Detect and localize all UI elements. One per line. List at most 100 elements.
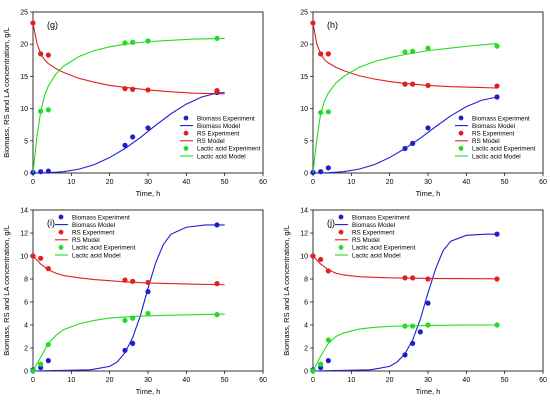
- legend-marker: [338, 229, 344, 235]
- y-tick-label: 14: [300, 208, 308, 215]
- data-point: [402, 49, 408, 55]
- y-tick-label: 0: [24, 369, 28, 376]
- y-tick-label: 25: [20, 10, 28, 17]
- x-tick-label: 50: [501, 377, 509, 384]
- legend-marker: [58, 214, 64, 220]
- data-point: [214, 87, 220, 94]
- data-point: [122, 142, 128, 148]
- y-tick-label: 8: [304, 277, 308, 284]
- x-tick-label: 10: [67, 179, 75, 186]
- legend-label: RS Model: [72, 237, 100, 244]
- x-tick-label: 10: [347, 179, 355, 186]
- series-line-5: [32, 313, 225, 372]
- y-tick-label: 4: [24, 323, 28, 330]
- legend-label: Biomass Experiment: [472, 115, 530, 122]
- y-tick-label: 0: [304, 369, 308, 376]
- y-tick-label: 14: [20, 208, 28, 215]
- y-tick-label: 2: [304, 346, 308, 353]
- legend-label: RS Experiment: [472, 131, 515, 138]
- legend-label: Biomass Experiment: [72, 214, 130, 221]
- data-point: [38, 361, 44, 367]
- x-tick-label: 0: [311, 179, 315, 186]
- series-line-3: [32, 22, 225, 95]
- y-tick-label: 12: [300, 231, 308, 238]
- legend-label: Lactic acid Model: [472, 153, 521, 160]
- x-tick-label: 0: [31, 179, 35, 186]
- data-point: [45, 107, 51, 113]
- x-tick-label: 20: [386, 179, 394, 186]
- legend-label: Lactic acid Model: [352, 252, 401, 259]
- x-tick-label: 40: [182, 377, 190, 384]
- series-line-5: [312, 43, 498, 174]
- x-tick-label: 20: [106, 377, 114, 384]
- legend-label: RS Experiment: [352, 230, 395, 237]
- series-line-3: [312, 22, 498, 89]
- y-tick-label: 0: [24, 171, 28, 178]
- data-point: [130, 340, 136, 346]
- series-line-1: [312, 233, 497, 372]
- panel-label: (h): [327, 20, 338, 30]
- x-tick-label: 40: [462, 179, 470, 186]
- plot-frame: [312, 209, 544, 372]
- y-tick-label: 20: [300, 42, 308, 49]
- legend-label: Biomass Model: [352, 222, 395, 229]
- y-tick-label: 5: [24, 138, 28, 145]
- legend-label: Biomass Model: [472, 123, 515, 130]
- data-point: [122, 317, 128, 323]
- x-axis-label: Time, h: [416, 189, 441, 198]
- data-point: [494, 83, 500, 89]
- data-point: [494, 43, 500, 49]
- data-point: [145, 279, 151, 286]
- y-tick-label: 10: [300, 254, 308, 261]
- data-point: [325, 337, 331, 343]
- legend-marker: [338, 245, 344, 250]
- x-tick-label: 20: [386, 377, 394, 384]
- y-tick-label: 4: [304, 323, 308, 330]
- y-tick-label: 0: [304, 171, 308, 178]
- legend-label: Biomass Experiment: [197, 115, 255, 122]
- y-tick-label: 8: [24, 277, 28, 284]
- x-tick-label: 50: [221, 179, 229, 186]
- y-axis-label: Biomass, RS and LA concentration, g/L: [2, 225, 11, 356]
- y-tick-label: 10: [20, 254, 28, 261]
- legend-marker: [58, 245, 64, 250]
- x-tick-label: 10: [67, 377, 75, 384]
- x-tick-label: 60: [259, 179, 267, 186]
- series-line-3: [312, 255, 498, 280]
- data-point: [214, 281, 220, 287]
- panel-label: (g): [47, 20, 58, 30]
- x-axis-label: Time, h: [416, 387, 441, 396]
- legend-label: RS Experiment: [197, 131, 240, 138]
- chart-panel-3: 0 10 20 30 40 50 60 0 2 4 6 8 10 12 14 Time, h Biomass, …: [2, 208, 267, 397]
- data-point: [318, 256, 324, 263]
- legend-marker: [338, 214, 344, 220]
- series-line-3: [32, 255, 225, 286]
- legend-label: Lactic acid Experiment: [352, 245, 416, 252]
- y-tick-label: 10: [20, 106, 28, 113]
- data-point: [38, 255, 44, 261]
- panel-label: (i): [47, 218, 55, 228]
- y-tick-label: 15: [20, 74, 28, 81]
- x-tick-label: 10: [347, 377, 355, 384]
- data-point: [310, 20, 316, 26]
- data-point: [494, 276, 500, 282]
- legend-label: Lactic acid Model: [197, 153, 246, 160]
- data-point: [425, 125, 431, 131]
- y-tick-label: 6: [304, 300, 308, 307]
- data-point: [318, 169, 324, 175]
- x-tick-label: 0: [311, 377, 315, 384]
- data-point: [318, 361, 324, 367]
- legend-label: Biomass Model: [72, 222, 115, 229]
- data-point: [145, 310, 151, 317]
- legend-marker: [183, 115, 189, 121]
- x-axis-label: Time, h: [136, 189, 161, 198]
- x-tick-label: 20: [106, 179, 114, 186]
- data-point: [38, 169, 44, 175]
- series-line-1: [32, 91, 225, 174]
- y-tick-label: 5: [304, 138, 308, 145]
- data-point: [30, 20, 36, 26]
- legend-marker: [458, 146, 464, 151]
